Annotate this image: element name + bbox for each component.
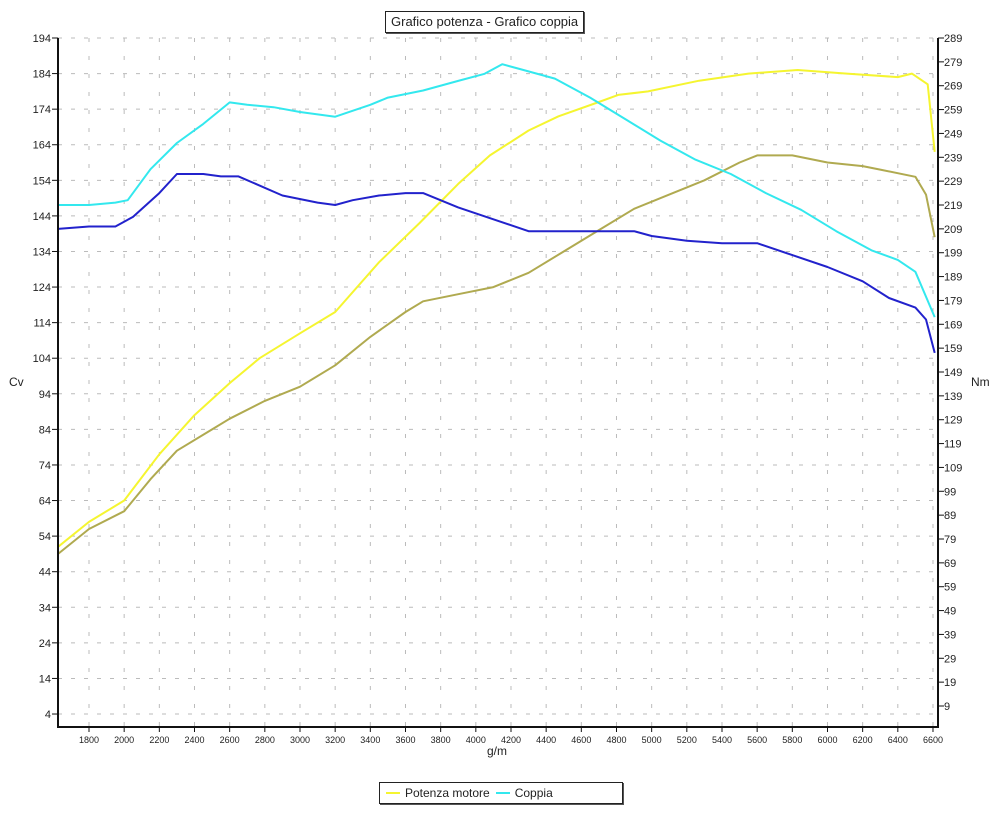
svg-text:59: 59: [944, 582, 956, 594]
legend-label: Potenza motore: [405, 786, 490, 800]
svg-text:5600: 5600: [747, 735, 767, 745]
svg-text:114: 114: [33, 318, 51, 330]
svg-text:79: 79: [944, 534, 956, 546]
svg-text:74: 74: [39, 460, 51, 472]
svg-text:2200: 2200: [149, 735, 169, 745]
svg-text:19: 19: [944, 677, 956, 689]
svg-text:29: 29: [944, 653, 956, 665]
svg-text:4800: 4800: [606, 735, 626, 745]
svg-text:169: 169: [944, 319, 962, 331]
svg-text:184: 184: [33, 69, 51, 81]
svg-text:94: 94: [39, 389, 51, 401]
svg-text:124: 124: [33, 282, 51, 294]
svg-text:2600: 2600: [220, 735, 240, 745]
legend-item-coppia: Coppia: [495, 783, 553, 803]
svg-text:139: 139: [944, 391, 962, 403]
svg-text:194: 194: [33, 33, 51, 45]
svg-text:154: 154: [33, 175, 51, 187]
svg-text:189: 189: [944, 272, 962, 284]
svg-text:3800: 3800: [431, 735, 451, 745]
data-series: [57, 63, 936, 555]
svg-text:6000: 6000: [817, 735, 837, 745]
grid-lines: [58, 37, 938, 727]
legend-label: Coppia: [514, 786, 553, 800]
y-axis-left-label: Cv: [9, 375, 24, 389]
svg-text:269: 269: [944, 81, 962, 93]
svg-text:259: 259: [944, 105, 962, 117]
x-axis-label: g/m: [487, 744, 508, 758]
svg-text:34: 34: [39, 602, 51, 614]
svg-text:64: 64: [39, 496, 51, 508]
svg-text:174: 174: [33, 104, 51, 116]
svg-text:99: 99: [944, 486, 956, 498]
svg-text:6600: 6600: [923, 735, 943, 745]
svg-text:5800: 5800: [782, 735, 802, 745]
svg-text:9: 9: [944, 701, 950, 713]
svg-text:249: 249: [944, 128, 962, 140]
svg-text:39: 39: [944, 629, 956, 641]
svg-text:119: 119: [944, 439, 962, 451]
svg-text:219: 219: [944, 200, 962, 212]
svg-text:3200: 3200: [325, 735, 345, 745]
svg-text:129: 129: [944, 415, 962, 427]
svg-text:4: 4: [45, 709, 51, 721]
svg-text:134: 134: [33, 246, 51, 258]
legend-swatch-icon: [495, 792, 510, 794]
svg-text:164: 164: [33, 140, 51, 152]
svg-text:104: 104: [33, 353, 51, 365]
svg-text:2800: 2800: [255, 735, 275, 745]
axes: [52, 37, 944, 732]
svg-text:279: 279: [944, 57, 962, 69]
chart-title: Grafico potenza - Grafico coppia: [385, 11, 585, 33]
svg-text:44: 44: [39, 567, 51, 579]
svg-text:109: 109: [944, 462, 962, 474]
svg-text:6200: 6200: [853, 735, 873, 745]
svg-text:69: 69: [944, 558, 956, 570]
legend: Potenza motore Coppia: [379, 782, 623, 804]
svg-text:179: 179: [944, 295, 962, 307]
svg-text:5200: 5200: [677, 735, 697, 745]
svg-text:209: 209: [944, 224, 962, 236]
svg-text:49: 49: [944, 606, 956, 618]
svg-text:239: 239: [944, 152, 962, 164]
svg-text:84: 84: [39, 424, 51, 436]
svg-text:144: 144: [33, 211, 51, 223]
svg-text:4200: 4200: [501, 735, 521, 745]
svg-text:14: 14: [39, 673, 51, 685]
svg-text:4400: 4400: [536, 735, 556, 745]
legend-item-potenza: Potenza motore: [386, 783, 490, 803]
svg-text:5000: 5000: [642, 735, 662, 745]
svg-text:6400: 6400: [888, 735, 908, 745]
svg-text:89: 89: [944, 510, 956, 522]
svg-text:4600: 4600: [571, 735, 591, 745]
svg-text:1800: 1800: [79, 735, 99, 745]
svg-text:199: 199: [944, 248, 962, 260]
svg-text:24: 24: [39, 638, 51, 650]
svg-text:4000: 4000: [466, 735, 486, 745]
svg-text:54: 54: [39, 531, 51, 543]
svg-text:2400: 2400: [184, 735, 204, 745]
svg-text:289: 289: [944, 33, 962, 45]
svg-text:149: 149: [944, 367, 962, 379]
svg-text:2000: 2000: [114, 735, 134, 745]
legend-swatch-icon: [386, 792, 400, 794]
svg-text:3000: 3000: [290, 735, 310, 745]
svg-text:5400: 5400: [712, 735, 732, 745]
svg-text:3600: 3600: [395, 735, 415, 745]
svg-text:229: 229: [944, 176, 962, 188]
tick-labels: 1941841741641541441341241141049484746454…: [33, 33, 963, 745]
svg-text:3400: 3400: [360, 735, 380, 745]
svg-text:159: 159: [944, 343, 962, 355]
y-axis-right-label: Nm: [971, 375, 990, 389]
